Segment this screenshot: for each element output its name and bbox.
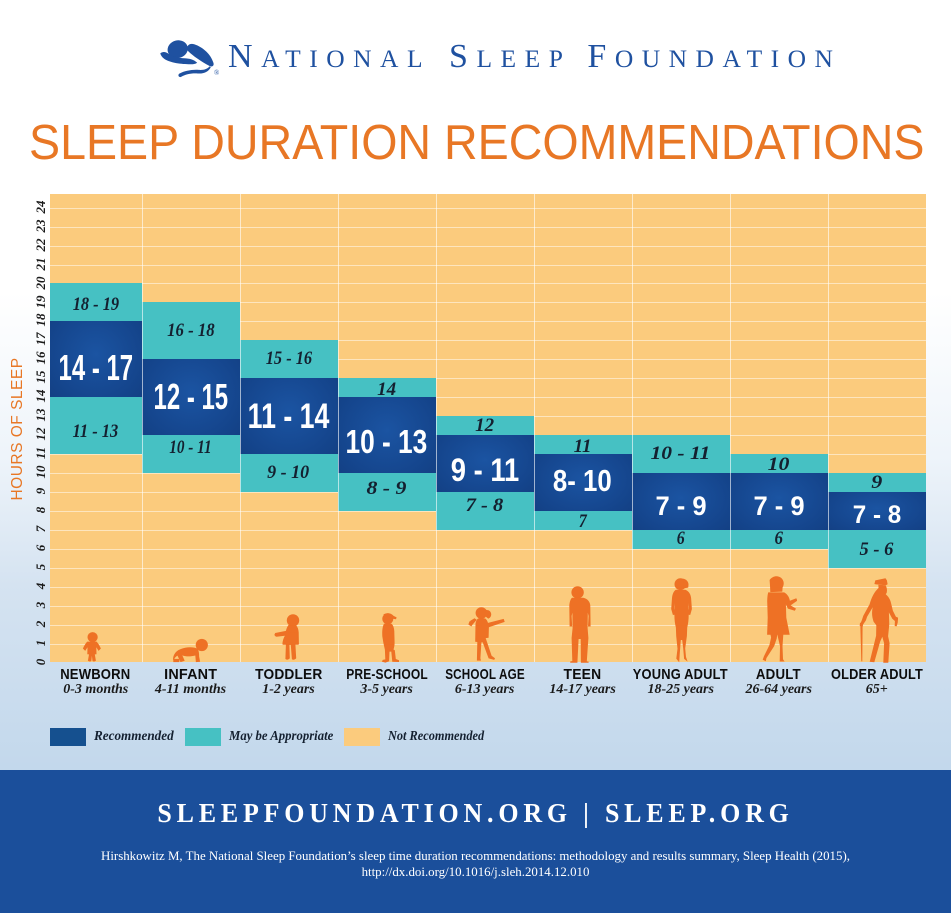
svg-text:®: ® — [214, 69, 220, 77]
